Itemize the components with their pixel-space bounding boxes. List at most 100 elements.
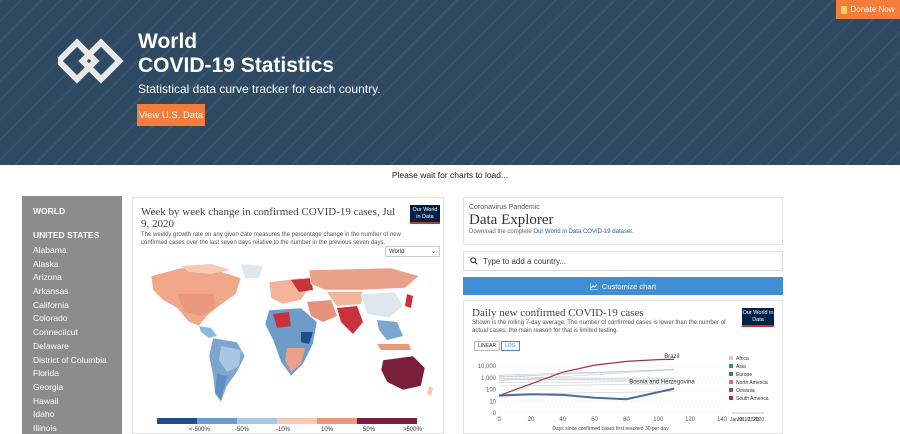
line-chart-title: Daily new confirmed COVID-19 cases [472, 307, 644, 319]
map-region-southeast-asia [377, 320, 403, 340]
map-region-central-asia [327, 292, 363, 306]
map-region-europe-east [291, 278, 313, 292]
explorer-subtitle: Download the complete Our World in Data … [469, 229, 777, 235]
timeline-end-date: Jul 10, 2020 [737, 417, 764, 423]
x-tick-label: 80 [623, 417, 630, 423]
x-tick-label: 0 [497, 417, 501, 423]
site-title-line1: World [138, 30, 198, 53]
y-tick-label: 10 [489, 399, 496, 405]
sidebar-item-state[interactable]: Colorado [33, 313, 68, 324]
map-region-africa-dark [301, 332, 313, 344]
map-region-africa-south [285, 348, 305, 372]
x-tick-label: 140 [717, 417, 728, 423]
line-chart-subtitle: Shown is the rolling 7-day average. The … [472, 320, 726, 334]
sidebar-item-state[interactable]: Florida [33, 368, 59, 379]
sidebar-item-state[interactable]: California [33, 299, 69, 310]
region-select[interactable]: World ⌄ [385, 246, 440, 257]
map-region-canada-north [181, 264, 231, 274]
view-us-data-button[interactable]: View U.S. Data [137, 104, 205, 126]
sidebar-item-state[interactable]: Georgia [33, 381, 64, 392]
y-tick-label: 10,000 [478, 364, 497, 370]
map-legend-label: -50% [235, 427, 250, 433]
chevron-down-icon: ⌄ [430, 249, 436, 255]
legend-label: Europe [736, 372, 752, 378]
map-region-south-cone [215, 374, 227, 400]
legend-label: North America [736, 380, 768, 386]
donate-button[interactable]: Donate Now [836, 0, 900, 19]
sidebar-item-state[interactable]: Connecticut [33, 327, 78, 338]
sidebar: WORLD UNITED STATES Alabama Alaska Arizona… [22, 196, 122, 434]
map-region-central-america [199, 326, 217, 338]
tagline: Statistical data curve tracker for each … [138, 82, 381, 96]
map-region-brazil [219, 346, 241, 372]
series-line [498, 387, 675, 401]
sidebar-section-united-states[interactable]: UNITED STATES [33, 230, 100, 240]
data-explorer-header: Coronavirus Pandemic Data Explorer Downl… [463, 197, 783, 245]
map-region-russia [308, 267, 420, 291]
chart-icon [589, 282, 598, 290]
sidebar-item-state[interactable]: Hawaii [33, 395, 59, 406]
donate-label: Donate Now [850, 5, 895, 14]
explorer-sub-suffix: . [631, 229, 634, 235]
add-country-input[interactable]: Type to add a country... [463, 251, 783, 271]
coffee-cup-icon [841, 5, 848, 14]
map-legend-bar [157, 418, 417, 424]
owid-badge[interactable]: Our World in Data [410, 205, 440, 224]
legend-swatch [729, 364, 733, 368]
map-legend-label: <-500% [189, 427, 210, 433]
logo-icon [58, 38, 124, 84]
map-region-greenland [241, 264, 263, 278]
sidebar-item-world[interactable]: WORLD [33, 206, 66, 216]
map-legend-label: 10% [321, 427, 334, 433]
y-tick-label: 100 [486, 388, 497, 394]
sidebar-item-state[interactable]: Illinois [33, 422, 57, 433]
series-label: Brazil [664, 354, 679, 360]
explorer-sub-prefix: Download the complete [469, 229, 534, 235]
dataset-link[interactable]: COVID-19 dataset [582, 229, 632, 235]
owid-link[interactable]: Our World in Data [533, 229, 582, 235]
sidebar-item-state[interactable]: Delaware [33, 340, 69, 351]
x-tick-label: 100 [653, 417, 664, 423]
legend-swatch [729, 356, 733, 360]
explorer-kicker: Coronavirus Pandemic [469, 204, 540, 211]
timeline-start-date: Jan 21, 2020 [730, 417, 759, 423]
line-chart[interactable]: 0 10 100 1,000 10,000 0 20 40 60 80 100 120 140 Days … [464, 353, 770, 433]
map-region-africa-red [273, 312, 291, 328]
map-legend-label: >500% [403, 427, 422, 433]
customize-chart-label: Customize chart [601, 281, 657, 291]
sidebar-item-state[interactable]: District of Columbia [33, 354, 107, 365]
explorer-title: Data Explorer [469, 212, 554, 228]
site-title: World COVID-19 Statistics [138, 30, 334, 78]
background-series-line [498, 378, 675, 381]
world-map[interactable] [141, 264, 437, 414]
sidebar-item-state[interactable]: Arkansas [33, 286, 69, 297]
sidebar-item-state[interactable]: Arizona [33, 272, 62, 283]
map-region-middle-east [307, 300, 337, 322]
toggle-linear[interactable]: LINEAR [474, 341, 501, 351]
sidebar-item-state[interactable]: Idaho [33, 409, 55, 420]
legend-swatch [729, 380, 733, 384]
legend-label: Asia [736, 364, 746, 370]
x-tick-label: 120 [685, 417, 696, 423]
background-series-line [498, 379, 675, 383]
map-region-south-asia [337, 306, 363, 334]
map-chart-card: Week by week change in confirmed COVID-1… [132, 197, 444, 434]
legend-label: Africa [736, 356, 749, 362]
loading-status: Please wait for charts to load... [391, 170, 509, 180]
legend-swatch [729, 396, 733, 400]
sidebar-item-state[interactable]: Alaska [33, 258, 59, 269]
x-axis-label: Days since confirmed cases first reached… [552, 426, 669, 432]
map-region-australia [380, 355, 426, 391]
toggle-log[interactable]: LOG [501, 341, 520, 351]
customize-chart-button[interactable]: Customize chart [463, 277, 783, 295]
background-series-line [498, 375, 675, 380]
map-chart-title: Week by week change in confirmed COVID-1… [141, 206, 396, 230]
owid-badge-chart[interactable]: Our World in Data [742, 308, 774, 327]
map-region-japan [405, 294, 413, 308]
legend-label: South America [736, 396, 769, 402]
x-tick-label: 60 [591, 417, 598, 423]
region-select-value: World [389, 248, 405, 255]
search-icon [470, 257, 478, 265]
sidebar-item-state[interactable]: Alabama [33, 245, 67, 255]
add-country-placeholder: Type to add a country... [483, 256, 567, 266]
